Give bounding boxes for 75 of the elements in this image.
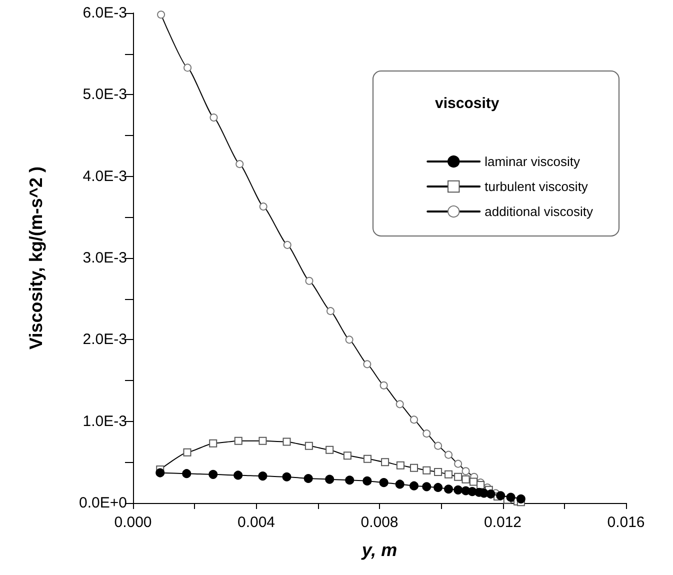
point (282, 438, 291, 446)
point (326, 446, 334, 454)
point (434, 468, 442, 476)
point (422, 482, 432, 492)
y-tick-label: 2.0E-3 (82, 331, 127, 348)
x-tick-label: 0.016 (607, 514, 645, 531)
point (422, 466, 431, 474)
point (304, 474, 313, 483)
point (259, 202, 268, 211)
point (282, 472, 292, 482)
point (379, 478, 388, 488)
point (454, 472, 462, 481)
point (434, 482, 443, 492)
point (410, 481, 419, 490)
point (304, 442, 313, 450)
point (395, 480, 404, 489)
point (326, 307, 335, 316)
point (381, 458, 390, 466)
point (410, 464, 418, 472)
point (343, 452, 352, 460)
legend-label: additional viscosity (484, 204, 594, 219)
x-axis-title: y, m (360, 540, 398, 560)
y-tick-label: 6.0E-3 (82, 4, 127, 22)
point (156, 468, 165, 478)
point (434, 442, 442, 450)
point (444, 470, 453, 478)
y-axis-title: Viscosity, kg/(m-s^2 ) (26, 166, 46, 350)
point (345, 336, 354, 344)
point (325, 474, 334, 484)
point (486, 490, 496, 499)
x-tick-label: 0.000 (114, 514, 152, 531)
point (184, 64, 192, 72)
point (283, 240, 292, 249)
point (444, 484, 454, 494)
point (208, 470, 218, 479)
point (454, 485, 463, 494)
point (380, 381, 388, 390)
point (363, 360, 372, 368)
legend-label: turbulent viscosity (484, 179, 588, 194)
point (396, 400, 404, 408)
point (258, 472, 268, 481)
point (516, 494, 526, 504)
point (345, 476, 354, 485)
x-tick-label: 0.008 (360, 514, 398, 531)
legend-title: viscosity (435, 95, 500, 112)
point (157, 10, 166, 19)
point (422, 430, 431, 438)
point (476, 481, 485, 490)
y-tick-label: 5.0E-3 (82, 86, 127, 104)
point (462, 475, 470, 484)
point (258, 436, 267, 445)
point (454, 460, 462, 468)
x-tick-label: 0.012 (484, 514, 522, 531)
point (234, 436, 242, 445)
point (234, 470, 243, 480)
y-tick-label: 4.0E-3 (82, 168, 127, 185)
point (496, 491, 506, 500)
point (362, 476, 372, 486)
legend-label: laminar viscosity (484, 154, 580, 169)
y-tick-label: 1.0E-3 (82, 412, 127, 430)
point (182, 469, 192, 478)
point (236, 160, 244, 168)
point (444, 450, 453, 459)
point (410, 416, 418, 424)
point (469, 478, 478, 486)
point (363, 454, 372, 463)
point (462, 467, 470, 476)
point (210, 114, 218, 122)
point (183, 448, 192, 456)
y-tick-label: 0.0E+0 (79, 494, 127, 512)
point (209, 439, 218, 448)
x-tick-label: 0.004 (237, 514, 276, 531)
point (305, 276, 314, 285)
y-tick-label: 3.0E-3 (82, 250, 127, 266)
point (396, 461, 404, 470)
